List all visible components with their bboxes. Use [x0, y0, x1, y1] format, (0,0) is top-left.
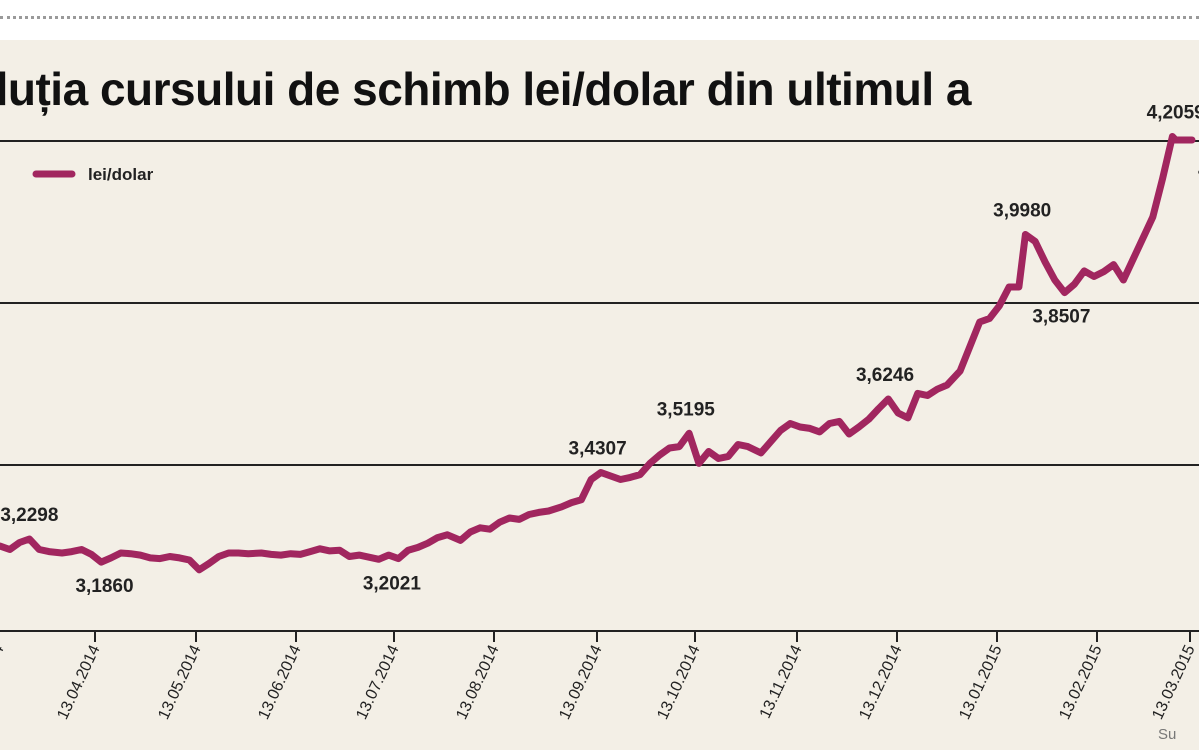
data-label: 3,2021: [363, 573, 422, 594]
data-label: 3,4307: [569, 439, 627, 460]
x-tick-label-partial: 4: [0, 642, 8, 657]
x-axis: 13.04.2014 13.05.2014 13.06.2014 13.07.2014…: [0, 631, 1199, 722]
x-tick-label: 13.08.2014: [453, 642, 502, 722]
data-label: 3,5195: [657, 399, 716, 420]
x-tick-label: 13.09.2014: [556, 642, 605, 722]
legend-label: lei/dolar: [88, 165, 154, 184]
x-tick-label: 13.10.2014: [654, 642, 703, 722]
x-tick-label: 13.01.2015: [956, 642, 1005, 722]
data-label: 4,2059: [1147, 103, 1199, 124]
dotted-rule: [0, 16, 1199, 19]
x-tick-label: 13.05.2014: [155, 642, 204, 722]
x-tick-label: 13.06.2014: [255, 642, 304, 722]
data-label: 3,9980: [993, 201, 1051, 222]
series-line-lei-dolar: [0, 133, 1196, 574]
data-label: 3,1860: [75, 576, 133, 597]
x-tick-label: 13.11.2014: [757, 642, 806, 721]
data-label: 3,2298: [0, 505, 58, 526]
data-label: 3,8507: [1032, 307, 1090, 328]
data-labels: 3,2298 3,1860 3,2021 3,4307 3,5195 3,6246 3,99…: [0, 103, 1199, 598]
x-tick-label: 13.07.2014: [353, 642, 402, 722]
x-tick-label: 13.02.2015: [1056, 642, 1105, 722]
x-tick-label: 13.12.2014: [856, 642, 905, 722]
source-note: Su: [1158, 726, 1177, 743]
top-band: [0, 0, 1199, 40]
data-label: 3,6246: [856, 365, 914, 386]
x-tick-label: 13.03.2015: [1149, 642, 1198, 722]
chart-title: oluția cursului de schimb lei/dolar din …: [0, 63, 971, 115]
x-tick-label: 13.04.2014: [54, 642, 103, 722]
gridlines: [0, 140, 1199, 632]
legend: lei/dolar: [32, 165, 154, 184]
